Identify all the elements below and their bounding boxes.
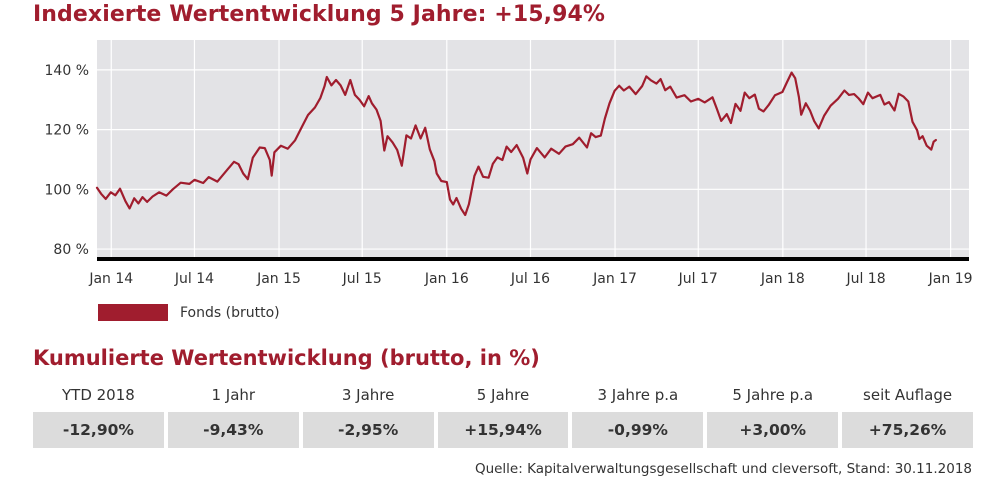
performance-table: YTD 2018 1 Jahr 3 Jahre 5 Jahre 3 Jahre … <box>33 380 973 448</box>
x-tick-label: Jul 16 <box>510 271 550 287</box>
value-1-year: -9,43% <box>167 412 299 448</box>
x-tick-label: Jul 14 <box>174 271 214 287</box>
column-header-3-years-pa: 3 Jahre p.a <box>597 386 679 404</box>
column-header-5-years: 5 Jahre <box>476 386 530 404</box>
chart-legend: Fonds (brutto) <box>98 304 280 321</box>
chart-title: Indexierte Wertentwicklung 5 Jahre: +15,… <box>33 2 606 27</box>
legend-swatch <box>98 304 168 321</box>
x-tick-label: Jan 17 <box>592 271 637 287</box>
value-3-years: -2,95% <box>302 412 434 448</box>
plot-background <box>97 40 969 258</box>
y-tick-label: 140 % <box>45 63 89 79</box>
x-tick-label: Jan 19 <box>928 271 973 287</box>
x-tick-label: Jan 14 <box>88 271 133 287</box>
x-tick-label: Jan 16 <box>424 271 469 287</box>
column-header-ytd: YTD 2018 <box>62 386 135 404</box>
column-header-5-years-pa: 5 Jahre p.a <box>732 386 814 404</box>
column-header-3-years: 3 Jahre <box>341 386 395 404</box>
x-tick-label: Jan 15 <box>256 271 301 287</box>
value-since-inception: +75,26% <box>842 412 973 448</box>
source-note: Quelle: Kapitalverwaltungsgesellschaft u… <box>474 461 972 477</box>
x-tick-label: Jul 18 <box>845 271 885 287</box>
x-tick-label: Jul 15 <box>342 271 382 287</box>
y-tick-label: 120 % <box>45 123 89 139</box>
value-3-years-pa: -0,99% <box>572 412 704 448</box>
table-title: Kumulierte Wertentwicklung (brutto, in %… <box>33 346 540 370</box>
column-header-since-inception: seit Auflage <box>863 386 953 404</box>
value-ytd: -12,90% <box>33 412 164 448</box>
column-header-1-year: 1 Jahr <box>211 386 256 404</box>
x-tick-label: Jul 17 <box>678 271 718 287</box>
legend-label: Fonds (brutto) <box>180 304 280 321</box>
series-line-fonds-brutto <box>95 71 937 217</box>
performance-line-chart: Jan 14 Jul 14 Jan 15 Jul 15 Jan 16 Jul 16 Jan … <box>45 40 973 287</box>
y-tick-label: 80 % <box>53 242 89 258</box>
x-tick-label: Jan 18 <box>760 271 805 287</box>
value-5-years: +15,94% <box>437 412 569 448</box>
y-tick-label: 100 % <box>45 182 89 198</box>
value-5-years-pa: +3,00% <box>707 412 839 448</box>
